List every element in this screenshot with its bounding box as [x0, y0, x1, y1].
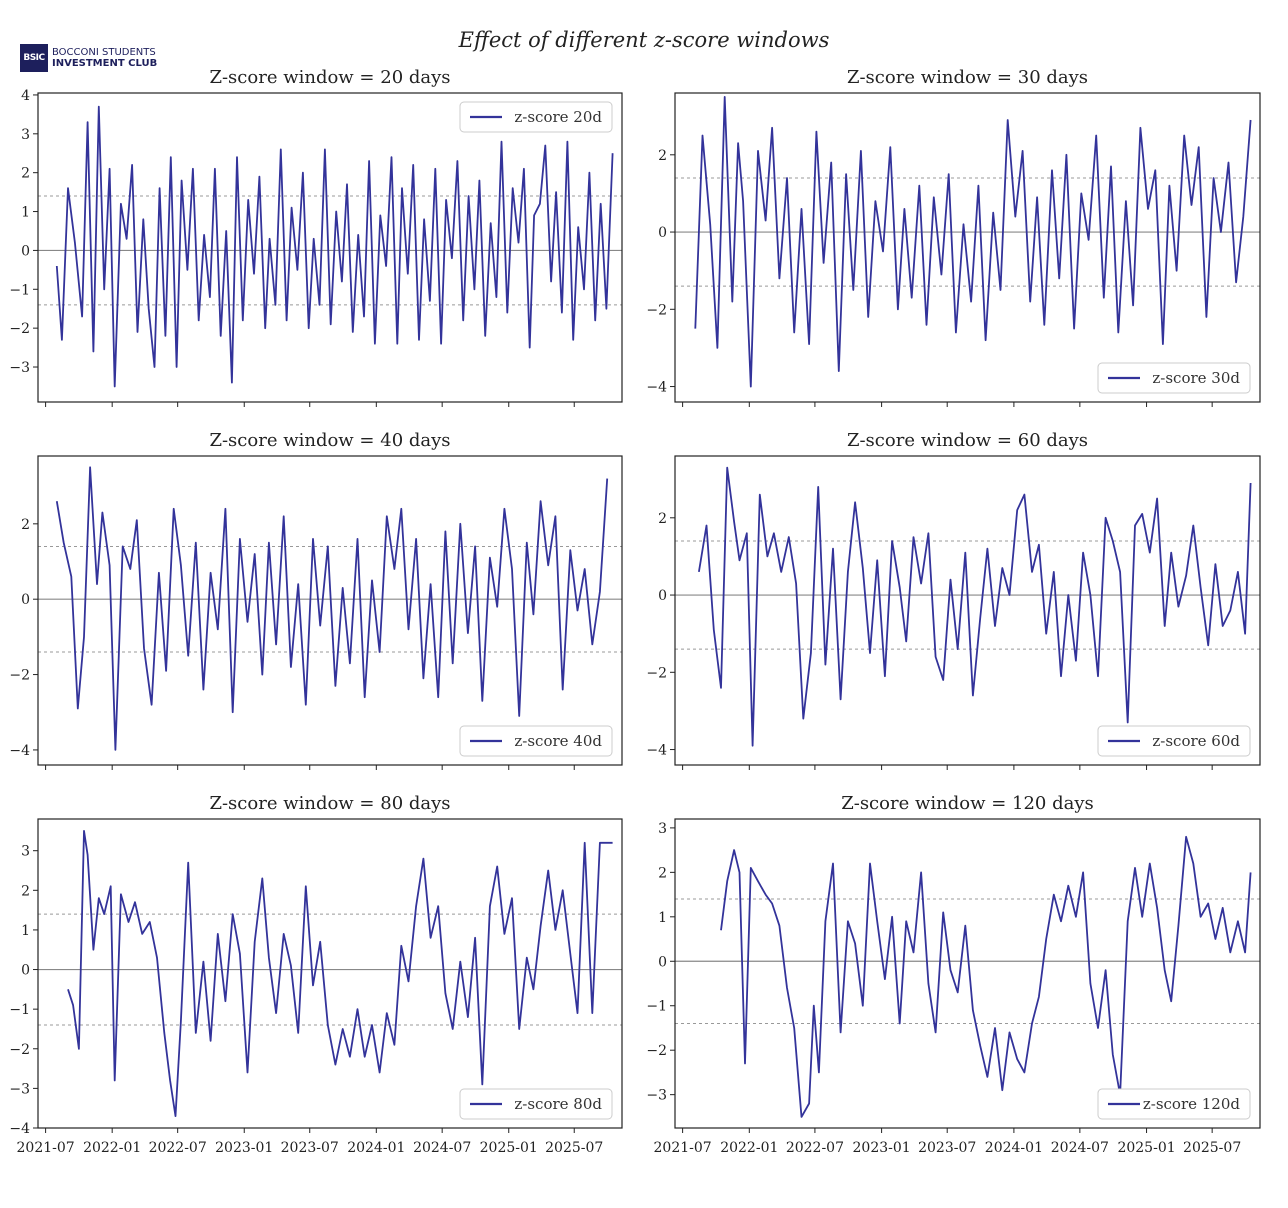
y-tick-label: −2 [9, 1042, 30, 1058]
axes-frame [674, 818, 1261, 1129]
y-tick-label: 2 [658, 148, 667, 164]
panel-title: Z-score window = 20 days [209, 67, 450, 88]
zscore-series-line [55, 466, 609, 751]
y-tick-label: −1 [646, 999, 667, 1015]
zscore-series-line [720, 835, 1252, 1118]
zscore-series-line [698, 466, 1252, 747]
zscore-series-line [55, 105, 614, 388]
y-tick-label: 3 [658, 821, 667, 837]
y-tick-label: 4 [21, 88, 30, 104]
bsic-logo: BSIC BOCCONI STUDENTS INVESTMENT CLUB [20, 44, 157, 72]
y-tick-label: −2 [646, 302, 667, 318]
x-tick-label: 2024-01 [347, 1140, 405, 1156]
legend-label: z-score 120d [1143, 1095, 1241, 1113]
legend-label: z-score 20d [514, 108, 602, 126]
y-tick-label: 2 [21, 883, 30, 899]
y-tick-label: −1 [9, 282, 30, 298]
legend-box [459, 725, 613, 757]
y-tick-label: −3 [646, 1088, 667, 1104]
y-tick-label: 2 [658, 865, 667, 881]
x-tick-label: 2021-07 [654, 1140, 712, 1156]
x-tick-label: 2025-01 [480, 1140, 538, 1156]
bsic-logo-mark: BSIC [20, 44, 48, 72]
x-tick-label: 2022-01 [720, 1140, 778, 1156]
legend-box [459, 101, 613, 133]
y-tick-label: −1 [9, 1002, 30, 1018]
panel-title: Z-score window = 40 days [209, 430, 450, 451]
y-tick-label: −4 [9, 1121, 30, 1137]
legend-box [459, 1088, 613, 1120]
x-tick-label: 2023-01 [215, 1140, 273, 1156]
legend-label: z-score 40d [514, 732, 602, 750]
bsic-logo-text: BOCCONI STUDENTS INVESTMENT CLUB [52, 47, 157, 69]
x-tick-label: 2022-01 [83, 1140, 141, 1156]
y-tick-label: 0 [658, 588, 667, 604]
zscore-series-line [67, 830, 613, 1117]
y-tick-label: 0 [21, 243, 30, 259]
y-tick-label: −2 [646, 665, 667, 681]
legend-box [1097, 725, 1251, 757]
y-tick-label: −4 [9, 743, 30, 759]
y-tick-label: 3 [21, 127, 30, 143]
x-tick-label: 2024-07 [413, 1140, 471, 1156]
y-tick-label: 0 [658, 954, 667, 970]
zscore-series-line [694, 96, 1252, 388]
x-tick-label: 2023-07 [281, 1140, 339, 1156]
x-tick-label: 2024-01 [985, 1140, 1043, 1156]
y-tick-label: −2 [646, 1043, 667, 1059]
y-tick-label: 0 [21, 963, 30, 979]
y-tick-label: 1 [658, 910, 667, 926]
panel-title: Z-score window = 120 days [841, 793, 1094, 814]
panel-title: Z-score window = 30 days [847, 67, 1088, 88]
x-tick-label: 2023-07 [918, 1140, 976, 1156]
panel-title: Z-score window = 60 days [847, 430, 1088, 451]
y-tick-label: 1 [21, 923, 30, 939]
x-tick-label: 2021-07 [17, 1140, 75, 1156]
legend-label: z-score 60d [1152, 732, 1240, 750]
x-tick-label: 2024-07 [1051, 1140, 1109, 1156]
axes-frame [37, 818, 623, 1129]
legend-label: z-score 80d [514, 1095, 602, 1113]
x-tick-label: 2025-07 [545, 1140, 603, 1156]
x-tick-label: 2022-07 [786, 1140, 844, 1156]
x-tick-label: 2023-01 [853, 1140, 911, 1156]
y-tick-label: 2 [21, 517, 30, 533]
y-tick-label: 2 [658, 511, 667, 527]
legend-label: z-score 30d [1152, 369, 1240, 387]
x-tick-label: 2022-07 [149, 1140, 207, 1156]
y-tick-label: −4 [646, 380, 667, 396]
y-tick-label: −3 [9, 1081, 30, 1097]
axes-frame [674, 455, 1261, 766]
logo-line-1: BOCCONI STUDENTS [52, 47, 156, 58]
legend-box [1097, 1088, 1251, 1120]
x-tick-label: 2025-07 [1183, 1140, 1241, 1156]
axes-frame [37, 455, 623, 766]
y-tick-label: 0 [21, 592, 30, 608]
y-tick-label: −4 [646, 743, 667, 759]
axes-frame [674, 92, 1261, 403]
y-tick-label: 3 [21, 844, 30, 860]
panel-title: Z-score window = 80 days [209, 793, 450, 814]
logo-line-2: INVESTMENT CLUB [52, 58, 158, 69]
y-tick-label: 1 [21, 205, 30, 221]
y-tick-label: −2 [9, 668, 30, 684]
x-tick-label: 2025-01 [1117, 1140, 1175, 1156]
legend-box [1097, 362, 1251, 394]
axes-frame [37, 92, 623, 403]
y-tick-label: 2 [21, 166, 30, 182]
figure-title: Effect of different z-score windows [458, 28, 830, 52]
y-tick-label: −3 [9, 360, 30, 376]
y-tick-label: −2 [9, 321, 30, 337]
y-tick-label: 0 [658, 225, 667, 241]
